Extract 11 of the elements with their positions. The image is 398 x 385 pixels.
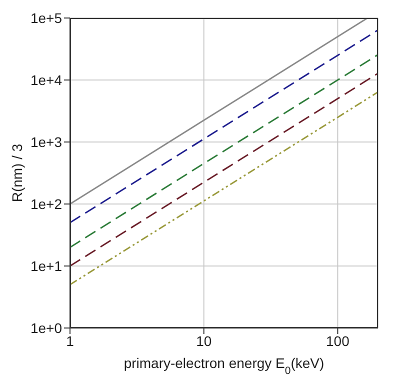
y-tick-label: 1e+1 [30, 258, 62, 274]
x-tick-label: 1 [66, 332, 74, 349]
y-tick-label: 1e+3 [30, 134, 62, 150]
x-axis-title: primary-electron energy E$_{0}$(keV) [124, 355, 324, 377]
x-tick-label: 100 [326, 332, 350, 349]
y-tick-label: 1e+5 [30, 10, 62, 26]
y-tick-label: 1e+4 [30, 72, 62, 88]
x-tick-label: 10 [196, 332, 212, 349]
y-axis-title: R(nm) / 3 [9, 144, 25, 202]
y-tick-label: 1e+0 [30, 320, 62, 336]
y-tick-label: 1e+2 [30, 196, 62, 212]
